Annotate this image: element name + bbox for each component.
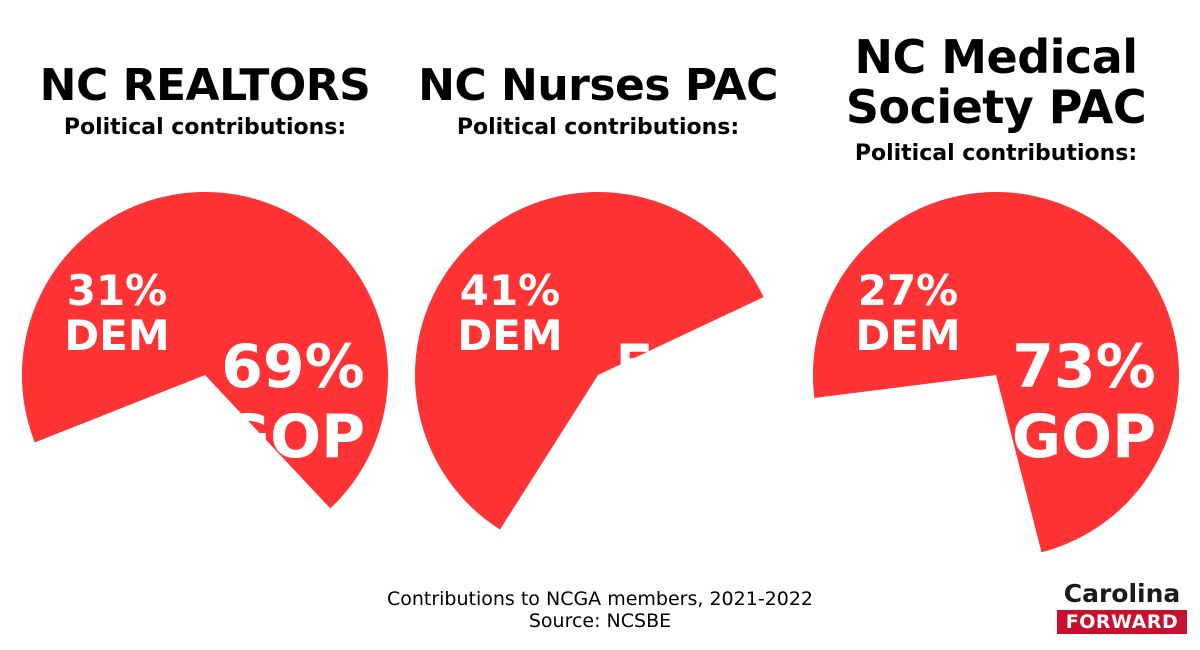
slice-label-gop: 73%GOP (1012, 332, 1156, 472)
pie-slice-gop (414, 191, 764, 530)
chart-subtitle: Political contributions: (854, 141, 1138, 166)
chart-panel-realtors: NC REALTORS Political contributions: 31%… (5, 0, 405, 575)
chart-panel-nurses: NC Nurses PAC Political contributions: 4… (398, 0, 798, 575)
slice-label-gop: 59%GOP (614, 332, 758, 472)
slice-percent-label: 41% (460, 266, 561, 315)
chart-subtitle: Political contributions: (63, 115, 347, 140)
slice-percent-label: 59% (614, 332, 758, 402)
pie-chart-medical-society: 27%DEM 73%GOP (813, 191, 1179, 553)
chart-title: NC Medical Society PAC (845, 30, 1147, 134)
slice-percent-label: 69% (221, 332, 365, 402)
logo-text-top: Carolina (1063, 579, 1181, 608)
slice-percent-label: 73% (1012, 332, 1156, 402)
pie-slice-gop (813, 191, 1179, 553)
slice-party-label: GOP (221, 402, 365, 472)
slice-party-label: GOP (614, 402, 758, 472)
source-note: Source: NCSBE (528, 610, 672, 632)
slice-label-dem: 27%DEM (855, 266, 960, 360)
slice-party-label: GOP (1012, 402, 1156, 472)
logo-text-bottom: FORWARD (1057, 610, 1187, 634)
slice-label-dem: 41%DEM (457, 266, 562, 360)
slice-percent-label: 27% (858, 266, 959, 315)
chart-panel-medical-society: NC Medical Society PAC Political contrib… (796, 0, 1196, 575)
footer-note: Contributions to NCGA members, 2021-2022 (386, 588, 814, 610)
chart-subtitle: Political contributions: (456, 115, 740, 140)
pie-chart-nurses: 41%DEM 59%GOP (414, 191, 764, 530)
chart-title: NC Nurses PAC (418, 60, 778, 111)
slice-party-label: DEM (64, 311, 169, 360)
slice-percent-label: 31% (67, 266, 168, 315)
chart-footer: Contributions to NCGA members, 2021-2022… (300, 588, 900, 632)
slice-label-dem: 31%DEM (64, 266, 169, 360)
slice-party-label: DEM (855, 311, 960, 360)
pie-slice-gop (22, 192, 389, 509)
pie-chart-realtors: 31%DEM 69%GOP (21, 192, 389, 509)
chart-title: NC REALTORS (39, 60, 371, 111)
slice-party-label: DEM (457, 311, 562, 360)
carolina-forward-logo: Carolina FORWARD (1057, 580, 1187, 634)
slice-label-gop: 69%GOP (221, 332, 365, 472)
